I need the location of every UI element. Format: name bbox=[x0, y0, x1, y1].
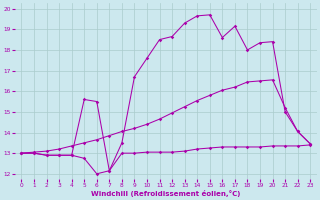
X-axis label: Windchill (Refroidissement éolien,°C): Windchill (Refroidissement éolien,°C) bbox=[91, 190, 241, 197]
